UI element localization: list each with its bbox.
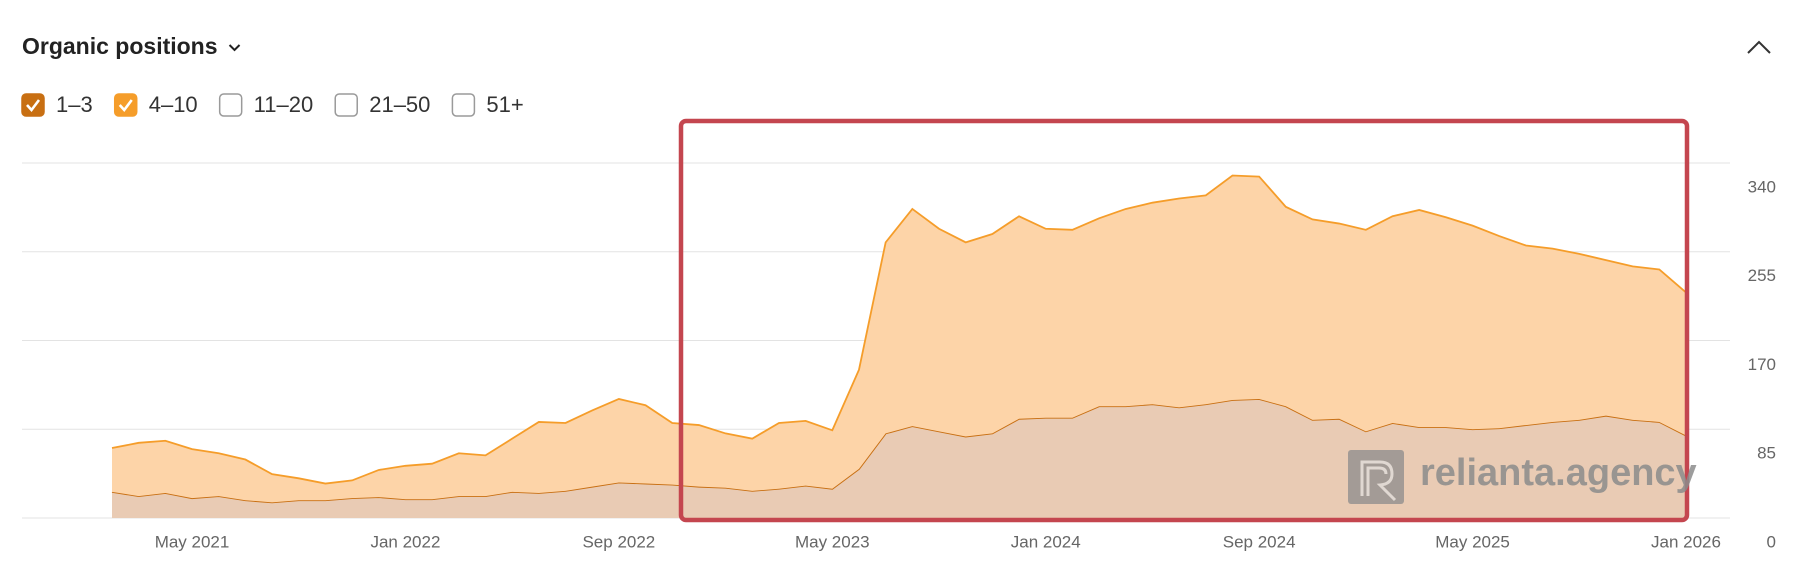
checkbox[interactable]	[21, 93, 45, 117]
checkbox[interactable]	[113, 93, 138, 117]
dropdown-icon[interactable]	[228, 44, 241, 52]
watermark: relianta.agency	[1420, 452, 1697, 494]
legend-label[interactable]: 4–10	[149, 92, 198, 117]
x-tick-label: Jan 2024	[1011, 532, 1081, 551]
area	[112, 398, 1686, 518]
legend-label[interactable]: 51+	[486, 92, 523, 117]
area	[112, 175, 1686, 503]
watermark-icon	[1348, 450, 1404, 504]
y-tick-label: 255	[1748, 266, 1776, 285]
x-tick-label: Jan 2022	[370, 532, 440, 551]
y-tick-label: 340	[1748, 177, 1776, 196]
plot: 0 85 170 255 340 May 2021 Jan 2022 Sep 2022 May …	[22, 162, 1776, 551]
y-tick-label: 170	[1748, 355, 1776, 374]
legend-label[interactable]: 1–3	[56, 92, 93, 117]
checkbox[interactable]	[334, 93, 358, 117]
collapse-icon[interactable]	[1747, 40, 1771, 54]
checkbox[interactable]	[218, 93, 243, 117]
legend-label[interactable]: 11–20	[254, 92, 314, 117]
x-tick-label: Sep 2022	[582, 532, 655, 551]
checkmark[interactable]	[118, 99, 133, 113]
y-tick-label: 0	[1767, 532, 1776, 551]
x-tick-label: May 2023	[795, 532, 870, 551]
checkbox[interactable]	[451, 93, 476, 117]
checkmark[interactable]	[26, 99, 41, 113]
highlight-box	[678, 118, 1690, 523]
legend-label[interactable]: 21–50	[369, 92, 430, 117]
x-tick-label: Sep 2024	[1223, 532, 1296, 551]
x-tick-label: May 2025	[1435, 532, 1510, 551]
line	[111, 174, 1687, 485]
y-tick-label: 85	[1757, 444, 1776, 463]
x-tick-label: May 2021	[155, 532, 230, 551]
x-tick-label: Jan 2026	[1651, 532, 1721, 551]
chart-title: Organic positions	[22, 33, 218, 59]
